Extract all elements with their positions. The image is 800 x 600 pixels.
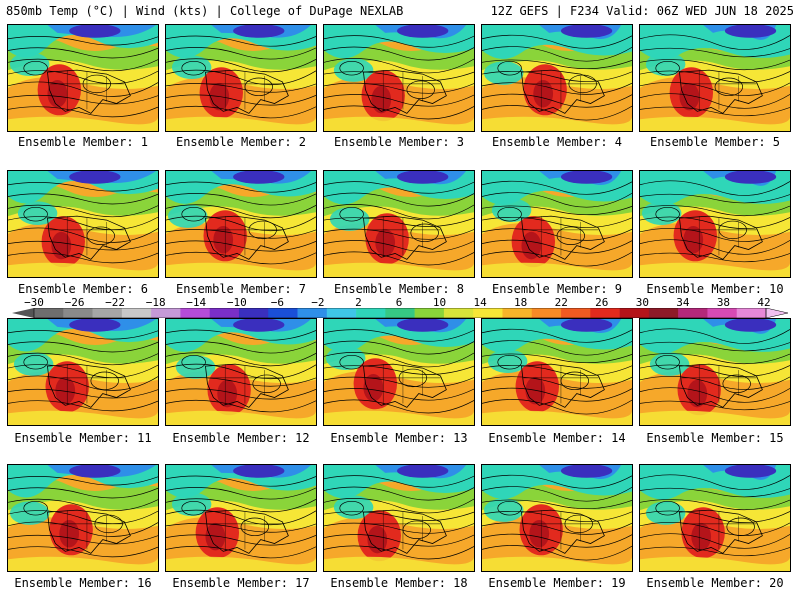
ensemble-member-map bbox=[7, 170, 159, 278]
colorbar-swatch bbox=[531, 308, 562, 318]
colorbar-tick-label: −10 bbox=[226, 296, 247, 309]
colorbar-swatch bbox=[92, 308, 123, 318]
ensemble-member-map bbox=[165, 464, 317, 572]
ensemble-member-label: Ensemble Member: 3 bbox=[333, 135, 465, 149]
colorbar-tick-label: 2 bbox=[355, 296, 362, 309]
colorbar-tick-label: −14 bbox=[186, 296, 207, 309]
ensemble-member-label: Ensemble Member: 6 bbox=[17, 282, 149, 296]
ensemble-member-map bbox=[323, 318, 475, 426]
colorbar-tick-label: 10 bbox=[432, 296, 447, 309]
colorbar-max-arrow bbox=[765, 308, 788, 318]
colorbar-swatch bbox=[414, 308, 445, 318]
colorbar-tick-label: 42 bbox=[757, 296, 771, 309]
colorbar-swatch bbox=[238, 308, 269, 318]
colorbar-swatch bbox=[268, 308, 298, 318]
map-title: 850mb Temp (°C) | Wind (kts) | College o… bbox=[6, 4, 404, 18]
ensemble-member-map bbox=[323, 170, 475, 278]
colorbar-swatch bbox=[502, 308, 533, 318]
colorbar-swatch bbox=[619, 308, 650, 318]
ensemble-member-map bbox=[7, 464, 159, 572]
ensemble-member-map bbox=[481, 170, 633, 278]
colorbar-tick-label: 34 bbox=[676, 296, 690, 309]
colorbar-tick-label: −6 bbox=[270, 296, 284, 309]
colorbar-tick-label: −18 bbox=[145, 296, 166, 309]
colorbar-tick-label: −26 bbox=[64, 296, 85, 309]
colorbar-swatch bbox=[443, 308, 474, 318]
ensemble-member-label: Ensemble Member: 9 bbox=[491, 282, 623, 296]
ensemble-member-label: Ensemble Member: 20 bbox=[646, 576, 784, 590]
colorbar-swatch bbox=[678, 308, 708, 318]
colorbar-tick-label: 6 bbox=[395, 296, 403, 309]
ensemble-member-label: Ensemble Member: 2 bbox=[175, 135, 307, 149]
ensemble-member-map bbox=[639, 170, 791, 278]
colorbar-swatch bbox=[473, 308, 503, 318]
colorbar-tick-label: −30 bbox=[24, 296, 44, 309]
colorbar-swatch bbox=[209, 308, 240, 318]
ensemble-member-label: Ensemble Member: 14 bbox=[488, 431, 626, 445]
ensemble-member-label: Ensemble Member: 19 bbox=[488, 576, 626, 590]
ensemble-member-map bbox=[323, 464, 475, 572]
colorbar-tick-label: 14 bbox=[473, 296, 487, 309]
colorbar-tick-label: 30 bbox=[635, 296, 649, 309]
ensemble-member-map bbox=[7, 24, 159, 132]
ensemble-member-map bbox=[639, 464, 791, 572]
colorbar-swatch bbox=[736, 308, 767, 318]
colorbar-tick-label: −22 bbox=[105, 296, 126, 309]
ensemble-member-label: Ensemble Member: 10 bbox=[646, 282, 784, 296]
ensemble-member-map bbox=[165, 24, 317, 132]
colorbar-min-arrow bbox=[12, 308, 34, 318]
ensemble-member-map bbox=[7, 318, 159, 426]
colorbar-swatch bbox=[561, 308, 591, 318]
colorbar-tick-label: −2 bbox=[311, 296, 325, 309]
ensemble-member-map bbox=[481, 464, 633, 572]
ensemble-member-label: Ensemble Member: 12 bbox=[172, 431, 310, 445]
colorbar-swatch bbox=[151, 308, 181, 318]
ensemble-member-map bbox=[639, 24, 791, 132]
ensemble-member-label: Ensemble Member: 16 bbox=[14, 576, 152, 590]
ensemble-member-label: Ensemble Member: 4 bbox=[491, 135, 623, 149]
colorbar-swatch bbox=[385, 308, 415, 318]
ensemble-member-map bbox=[639, 318, 791, 426]
ensemble-member-label: Ensemble Member: 17 bbox=[172, 576, 310, 590]
colorbar-tick-label: 38 bbox=[716, 296, 731, 309]
ensemble-member-label: Ensemble Member: 13 bbox=[330, 431, 468, 445]
colorbar-tick-label: 18 bbox=[514, 296, 528, 309]
ensemble-member-label: Ensemble Member: 11 bbox=[14, 431, 152, 445]
ensemble-member-map bbox=[165, 170, 317, 278]
colorbar-swatch bbox=[590, 308, 620, 318]
ensemble-member-label: Ensemble Member: 15 bbox=[646, 431, 784, 445]
colorbar-swatch bbox=[121, 308, 152, 318]
colorbar-swatch bbox=[63, 308, 93, 318]
ensemble-member-map bbox=[481, 318, 633, 426]
colorbar-swatch bbox=[34, 308, 64, 318]
ensemble-member-map bbox=[165, 318, 317, 426]
colorbar-swatch bbox=[648, 308, 679, 318]
ensemble-member-label: Ensemble Member: 8 bbox=[333, 282, 465, 296]
ensemble-member-label: Ensemble Member: 1 bbox=[17, 135, 149, 149]
colorbar-tick-label: 22 bbox=[554, 296, 568, 309]
colorbar-swatch bbox=[356, 308, 386, 318]
ensemble-member-label: Ensemble Member: 18 bbox=[330, 576, 468, 590]
colorbar-swatch bbox=[707, 308, 738, 318]
colorbar-swatch bbox=[326, 308, 357, 318]
colorbar-swatch bbox=[297, 308, 328, 318]
ensemble-member-label: Ensemble Member: 7 bbox=[175, 282, 307, 296]
run-valid-time: 12Z GEFS | F234 Valid: 06Z WED JUN 18 20… bbox=[490, 4, 794, 18]
ensemble-member-label: Ensemble Member: 5 bbox=[649, 135, 781, 149]
ensemble-member-map bbox=[481, 24, 633, 132]
colorbar-swatch bbox=[180, 308, 210, 318]
temperature-colorbar bbox=[12, 308, 788, 318]
colorbar-tick-label: 26 bbox=[595, 296, 609, 309]
ensemble-member-map bbox=[323, 24, 475, 132]
